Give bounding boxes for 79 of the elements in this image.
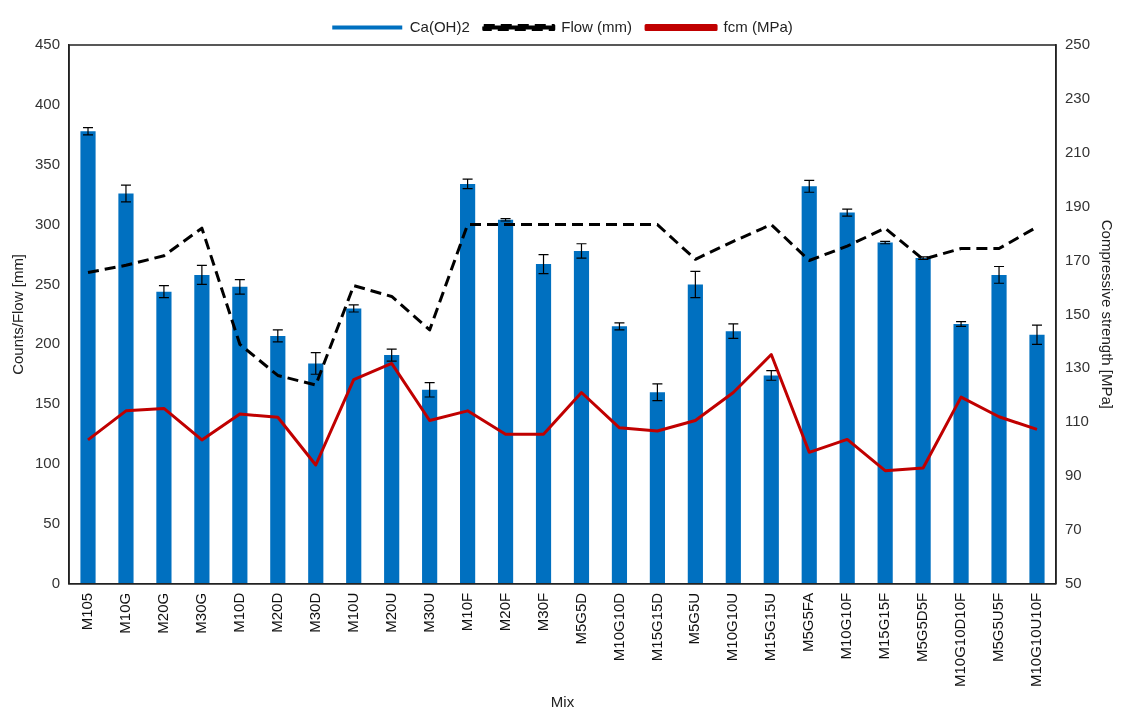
x-tick-label: M10G10D: [609, 592, 627, 662]
y2-tick-label: 190: [1064, 196, 1090, 214]
x-tick-label: M20G: [154, 592, 172, 634]
y-tick-label: 400: [35, 95, 61, 113]
bar: [687, 284, 703, 584]
x-tick-label: M30G: [192, 592, 210, 634]
y2-tick-label: 210: [1064, 142, 1090, 160]
x-tick-label: M15G15F: [875, 592, 893, 660]
x-tick-label: M15G15D: [647, 592, 665, 662]
y-tick-label: 250: [35, 274, 61, 292]
bar: [611, 326, 628, 584]
y2-tick-label: 130: [1064, 358, 1090, 376]
bar: [877, 242, 893, 584]
x-tick-label: M10F: [457, 592, 475, 632]
bar: [725, 331, 741, 584]
y2-tick-label: 50: [1064, 573, 1082, 591]
bar: [649, 392, 665, 584]
x-tick-label: M20D: [267, 592, 285, 633]
bar: [1029, 334, 1045, 584]
bar: [535, 264, 552, 584]
bar: [839, 212, 855, 584]
x-tick-label: M10G: [116, 592, 134, 634]
y-tick-label: 0: [51, 573, 61, 591]
y2-tick-label: 170: [1064, 250, 1090, 268]
bar: [915, 258, 931, 584]
x-tick-label: M15G15U: [761, 592, 779, 662]
legend-label: Ca(OH)2: [409, 17, 470, 35]
y2-tick-label: 230: [1064, 89, 1090, 107]
bar: [232, 286, 248, 584]
bar: [156, 291, 172, 584]
y2-tick-label: 90: [1064, 466, 1082, 484]
x-tick-label: M10U: [343, 592, 361, 633]
bar: [801, 186, 817, 584]
y-tick-label: 300: [35, 214, 61, 232]
bar: [194, 274, 210, 584]
bar: [573, 250, 590, 584]
bar: [308, 363, 324, 584]
x-tick-label: M5G5U5F: [989, 592, 1007, 662]
bar: [460, 183, 476, 584]
x-tick-label: M30F: [533, 592, 551, 632]
y-axis-title: Counts/Flow [mm]: [9, 253, 27, 375]
y2-tick-label: 150: [1064, 304, 1090, 322]
bar: [422, 389, 438, 584]
x-tick-label: M5G5D5F: [913, 592, 931, 662]
x-tick-label: M10G10U10F: [1027, 592, 1045, 688]
x-axis-title: Mix: [550, 693, 575, 711]
y2-tick-label: 70: [1064, 520, 1082, 538]
x-tick-label: M5G5FA: [799, 592, 817, 652]
y2-axis-title: Compressive strength [MPa]: [1098, 219, 1116, 410]
y2-tick-label: 110: [1064, 412, 1089, 430]
y-tick-label: 150: [35, 394, 61, 412]
bar: [953, 323, 969, 584]
bar: [118, 193, 134, 584]
y-tick-label: 100: [35, 454, 61, 472]
x-tick-label: M105: [78, 592, 96, 631]
legend-label: Flow (mm): [561, 17, 633, 35]
y-tick-label: 200: [35, 334, 61, 352]
x-tick-label: M10G10U: [723, 592, 741, 662]
x-tick-label: M5G5D: [571, 592, 589, 645]
bar: [763, 375, 779, 584]
x-tick-label: M30U: [419, 592, 437, 633]
x-tick-label: M10G10F: [837, 592, 855, 660]
bar: [991, 274, 1007, 584]
x-tick-label: M20F: [495, 592, 513, 632]
y-tick-label: 50: [43, 514, 61, 532]
bar: [270, 335, 286, 584]
x-tick-label: M5G5U: [685, 592, 703, 645]
y2-tick-label: 250: [1064, 35, 1090, 53]
bar: [384, 355, 400, 584]
bar: [497, 219, 514, 584]
x-tick-label: M30D: [305, 592, 323, 633]
x-tick-label: M20U: [381, 592, 399, 633]
legend-label: fcm (MPa): [723, 17, 793, 35]
bar: [346, 308, 362, 584]
y-tick-label: 350: [35, 154, 61, 172]
x-tick-label: M10G10D10F: [951, 592, 969, 688]
y-tick-label: 450: [35, 35, 61, 53]
x-tick-label: M10D: [229, 592, 247, 633]
bar: [80, 131, 96, 584]
